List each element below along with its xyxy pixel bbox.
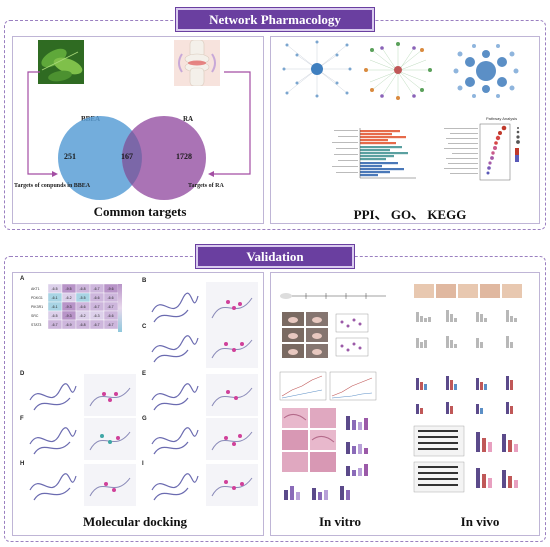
heatmap-cell-value: -6.6 <box>94 296 100 300</box>
in-vitro-figures <box>279 293 386 500</box>
heatmap-cell-value: -6.8 <box>80 287 86 291</box>
venn-bbea-circle <box>58 116 142 200</box>
heatmap-cell-value: -6.5 <box>52 287 58 291</box>
kegg-dot-plot <box>444 123 520 181</box>
heatmap-cell-value: -6.7 <box>94 287 100 291</box>
heatmap-cell-value: -6.6 <box>108 296 114 300</box>
venn-left-count: 251 <box>64 152 76 161</box>
heatmap-cell-value: -6.5 <box>52 314 58 318</box>
targets-bbea-label: Targets of conpunds in BBEA <box>14 183 91 189</box>
heatmap-cell-value: -6.7 <box>108 323 114 327</box>
heatmap-cell-value: -6.3 <box>94 314 100 318</box>
heatmap-row-label: STAT3 <box>31 323 41 327</box>
panel-letter-g: G <box>142 416 147 422</box>
heatmap-cell-value: -6.7 <box>52 323 58 327</box>
heatmap-cell-value: -6.1 <box>52 305 58 309</box>
right-arrow <box>212 71 251 175</box>
targets-ra-label: Targets of RA <box>188 183 224 189</box>
heatmap-cell-value: -9.5 <box>66 287 72 291</box>
ppi-network-2 <box>364 42 432 100</box>
leaf-image <box>38 40 84 84</box>
in-vivo-figures <box>413 284 522 493</box>
docking-pose-b <box>151 282 258 328</box>
network-pharmacology-banner: Network Pharmacology <box>176 8 374 31</box>
left-arrow <box>27 71 56 175</box>
panel-letter-i: I <box>142 461 144 467</box>
heatmap-row-label: PIK3R1 <box>31 305 43 309</box>
ppi-network-1 <box>282 40 352 98</box>
venn-overlap-count: 167 <box>121 152 133 161</box>
venn-ra-circle <box>122 116 206 200</box>
docking-pose-d <box>29 374 136 416</box>
venn-right-count: 1728 <box>176 152 192 161</box>
panel-letter-d: D <box>20 371 25 377</box>
go-bar-chart <box>332 128 416 179</box>
heatmap-cell-value: -5.5 <box>80 296 86 300</box>
heatmap-cell-value: -6.2 <box>66 296 72 300</box>
heatmap-cell-value: -9.3 <box>66 305 72 309</box>
panel-letter-a: A <box>20 276 25 282</box>
heatmap-row-label: PDKG1 <box>31 296 43 300</box>
pathway-analysis-title: Pathway Analysis <box>486 116 518 121</box>
heatmap-row-label: SRC <box>31 314 39 318</box>
panel-letter-c: C <box>142 324 147 330</box>
heatmap-cell-value: -9.6 <box>108 287 114 291</box>
validation-banner: Validation <box>196 245 354 268</box>
docking-heatmap: AKT1 -6.5 -9.5 -6.8 -6.7 -9.6 PDKG1 -6.1 -6.2 -5.… <box>31 283 122 332</box>
panel-letter-h: H <box>20 461 25 467</box>
docking-pose-i <box>151 464 258 506</box>
common-targets-caption: Common targets <box>93 204 187 219</box>
venn-diagram <box>27 71 251 200</box>
in-vivo-caption: In vivo <box>460 514 500 529</box>
heatmap-cell-value: -6.6 <box>108 314 114 318</box>
panel-letter-b: B <box>142 278 147 284</box>
knee-joint-image <box>174 40 220 86</box>
ppi-network-3 <box>453 44 519 98</box>
in-vitro-caption: In vitro <box>318 514 361 529</box>
ppi-go-kegg-caption: PPI、 GO、 KEGG <box>353 207 467 222</box>
docking-pose-e <box>151 374 258 416</box>
heatmap-cell-value: -6.7 <box>94 323 100 327</box>
docking-pose-c <box>151 326 258 368</box>
heatmap-cell-value: -6.8 <box>80 323 86 327</box>
heatmap-row-label: AKT1 <box>31 287 40 291</box>
heatmap-cell-value: -6.7 <box>108 305 114 309</box>
heatmap-cell-value: -6.1 <box>52 296 58 300</box>
docking-pose-h <box>29 464 136 506</box>
molecular-docking-caption: Molecular docking <box>82 514 188 529</box>
panel-letter-e: E <box>142 371 147 377</box>
heatmap-cell-value: -6.7 <box>94 305 100 309</box>
ra-label: RA <box>183 115 194 123</box>
panel-letter-f: F <box>20 416 24 422</box>
docking-pose-f <box>29 418 136 460</box>
heatmap-cell-value: -6.2 <box>80 314 86 318</box>
heatmap-cell-value: -9.3 <box>66 314 72 318</box>
docking-pose-g <box>151 418 258 460</box>
heatmap-cell-value: -6.9 <box>66 323 72 327</box>
heatmap-cell-value: -6.6 <box>80 305 86 309</box>
